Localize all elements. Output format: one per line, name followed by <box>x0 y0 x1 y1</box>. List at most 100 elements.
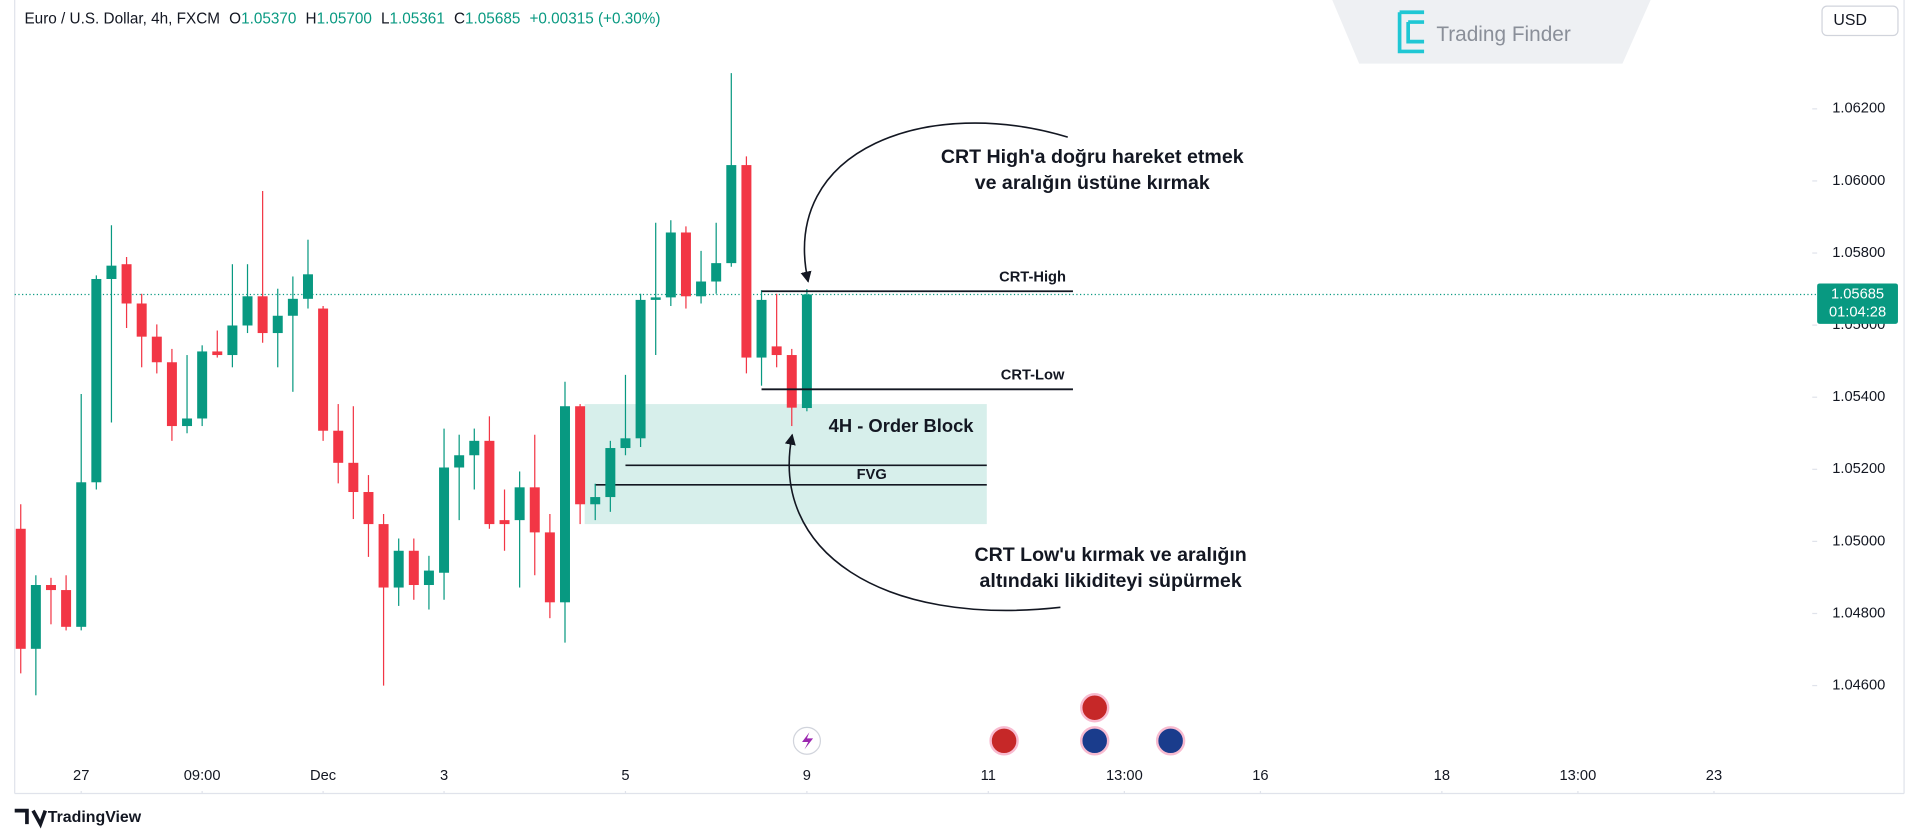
candle-body <box>257 296 268 334</box>
candle-body <box>680 232 691 297</box>
footer-logo <box>14 808 48 829</box>
candle-body <box>726 165 737 264</box>
candle-body <box>106 265 117 279</box>
candle-body <box>560 406 570 603</box>
x-tick-label: Dec <box>310 768 336 784</box>
candle-body <box>786 355 797 408</box>
candle-body <box>242 296 253 326</box>
candle-body <box>45 585 56 591</box>
y-tick-label: 1.04800 <box>1832 605 1885 621</box>
candle-body <box>650 297 661 300</box>
candle-body <box>272 315 283 334</box>
event-icon[interactable] <box>1080 726 1110 756</box>
price-label-box <box>1817 283 1898 324</box>
x-tick-label: 27 <box>73 768 89 784</box>
candle-body <box>182 418 193 427</box>
brand-logo <box>1397 10 1425 54</box>
x-tick-label: 5 <box>621 768 629 784</box>
high-value: 1.05700 <box>317 11 372 28</box>
x-tick-label: 13:00 <box>1106 768 1143 784</box>
fvg-label: FVG <box>857 467 887 483</box>
x-tick-label: 09:00 <box>184 768 221 784</box>
y-tick-label: 1.04600 <box>1832 677 1885 693</box>
y-tick-label: 1.05400 <box>1832 389 1885 405</box>
note-text: altındaki likiditeyi süpürmek <box>980 570 1242 592</box>
open-value: 1.05370 <box>241 11 296 28</box>
symbol: Euro / U.S. Dollar, 4h, FXCM <box>24 11 220 28</box>
candle-body <box>121 264 132 304</box>
y-tick-label: 1.05200 <box>1832 461 1885 477</box>
y-tick-label: 1.06200 <box>1832 101 1885 117</box>
note-text: CRT Low'u kırmak ve aralığın <box>974 544 1246 566</box>
note-text: ve aralığın üstüne kırmak <box>975 172 1210 194</box>
candle-body <box>801 294 812 409</box>
footer-brand[interactable]: TradingView <box>48 809 142 826</box>
level-label: CRT-Low <box>1001 368 1065 384</box>
x-tick-label: 3 <box>440 768 448 784</box>
candle-body <box>15 528 26 649</box>
candle-body <box>136 303 147 337</box>
candle-body <box>378 524 389 588</box>
x-tick-label: 16 <box>1252 768 1268 784</box>
y-tick-label: 1.05800 <box>1832 245 1885 261</box>
event-icon[interactable] <box>989 726 1019 756</box>
header: Euro / U.S. Dollar, 4h, FXCM O1.05370 H1… <box>24 11 660 28</box>
candle-body <box>575 406 586 505</box>
x-tick-label: 11 <box>981 768 996 784</box>
arrow <box>784 433 1061 612</box>
candle-body <box>741 165 752 358</box>
candle-body <box>393 550 404 588</box>
brand-tab <box>1332 0 1651 64</box>
event-glyph <box>802 732 814 750</box>
candle-body <box>454 455 465 468</box>
candle-body <box>469 440 480 456</box>
candle-body <box>529 487 540 533</box>
event-icon[interactable] <box>1080 693 1110 723</box>
event-icon[interactable] <box>1155 726 1186 756</box>
candle-body <box>665 232 676 298</box>
candle-body <box>348 462 359 493</box>
order-block <box>584 404 987 525</box>
candle-body <box>635 299 646 439</box>
candle-body <box>302 274 313 299</box>
candle-body <box>30 585 41 649</box>
candle-body <box>499 520 510 525</box>
low-value: 1.05361 <box>390 11 445 28</box>
o-letter: O <box>229 11 241 28</box>
candle-body <box>756 299 767 358</box>
countdown: 01:04:28 <box>1829 305 1886 321</box>
candle-body <box>166 362 177 427</box>
close-value: 1.05685 <box>465 11 520 28</box>
candle-body <box>91 278 102 483</box>
candle-body <box>212 351 223 356</box>
candle-body <box>423 570 434 586</box>
candle-body <box>620 438 631 449</box>
candle-body <box>696 281 707 297</box>
change-value: +0.00315 (+0.30%) <box>529 11 660 28</box>
x-tick-label: 13:00 <box>1560 768 1597 784</box>
candle-body <box>363 492 374 525</box>
candle-body <box>605 448 616 498</box>
candle-body <box>76 482 87 627</box>
candle-body <box>590 497 601 505</box>
candle-body <box>151 336 162 363</box>
candle-body <box>227 325 238 356</box>
level-label: CRT-High <box>999 270 1066 286</box>
currency-label[interactable]: USD <box>1833 12 1867 29</box>
candle-body <box>771 346 782 356</box>
h-letter: H <box>306 11 317 28</box>
candle-body <box>484 440 495 525</box>
price-label: 1.05685 <box>1831 286 1884 302</box>
c-letter: C <box>454 11 465 28</box>
x-tick-label: 23 <box>1706 768 1722 784</box>
arrow <box>800 122 1068 283</box>
x-tick-label: 18 <box>1434 768 1450 784</box>
candle-body <box>514 487 525 521</box>
candle-body <box>318 308 329 431</box>
currency-button[interactable] <box>1821 5 1899 37</box>
candle-body <box>408 550 419 586</box>
candle-body <box>439 467 450 573</box>
candle-body <box>544 532 555 603</box>
